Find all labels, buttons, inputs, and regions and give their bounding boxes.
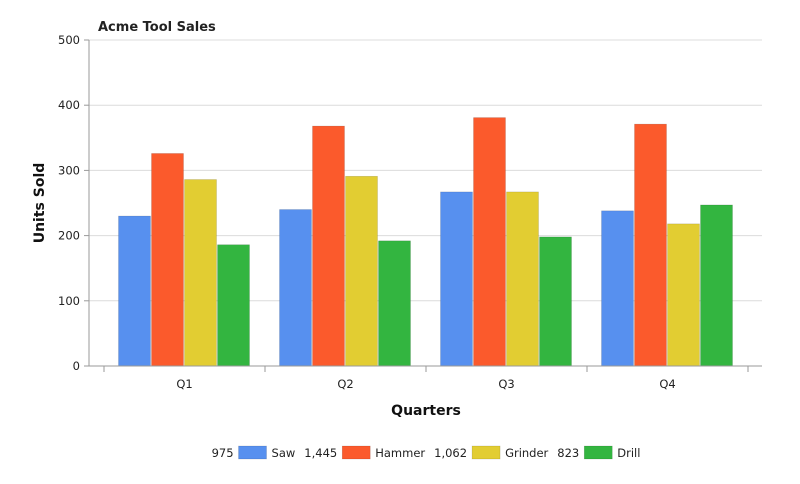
legend-label: Drill	[617, 446, 640, 460]
x-tick-label: Q3	[498, 377, 514, 391]
legend-total: 1,062	[434, 446, 467, 460]
bar-drill-q4[interactable]	[700, 204, 733, 367]
legend-total: 823	[557, 446, 579, 460]
legend-item-saw[interactable]: 975 Saw	[212, 445, 296, 460]
chart-title: Acme Tool Sales	[98, 20, 216, 35]
x-tick-label: Q4	[659, 377, 675, 391]
bar-grinder-q3[interactable]	[506, 191, 539, 367]
legend-swatch	[583, 445, 613, 460]
bar-saw-q2[interactable]	[279, 209, 312, 367]
legend-total: 975	[212, 446, 234, 460]
y-axis-title: Units Sold	[32, 163, 48, 244]
bar-hammer-q1[interactable]	[151, 153, 184, 367]
legend-label: Grinder	[505, 446, 548, 460]
y-tick-label: 0	[73, 359, 80, 373]
y-tick-label: 500	[58, 33, 80, 47]
bar-saw-q1[interactable]	[118, 215, 151, 367]
legend-label: Saw	[272, 446, 296, 460]
legend-swatch	[471, 445, 501, 460]
legend-item-hammer[interactable]: 1,445 Hammer	[304, 445, 425, 460]
bar-drill-q3[interactable]	[539, 236, 572, 367]
bar-drill-q1[interactable]	[217, 244, 250, 367]
bars	[118, 117, 733, 367]
legend-item-drill[interactable]: 823 Drill	[557, 445, 640, 460]
legend: 975 Saw 1,445 Hammer 1,062 Grinder 823 Drill	[212, 445, 640, 460]
x-axis-title: Quarters	[391, 403, 461, 419]
legend-item-grinder[interactable]: 1,062 Grinder	[434, 445, 549, 460]
y-tick-label: 300	[58, 163, 80, 177]
axes: 0 100 200 300 400 500 Q1 Q2 Q3 Q4	[58, 33, 762, 391]
bar-saw-q3[interactable]	[440, 191, 473, 367]
legend-swatch	[238, 445, 267, 460]
bar-grinder-q4[interactable]	[667, 223, 700, 367]
bar-saw-q4[interactable]	[601, 210, 634, 367]
legend-swatch	[341, 445, 371, 460]
bar-hammer-q2[interactable]	[312, 125, 345, 367]
x-tick-label: Q1	[176, 377, 192, 391]
legend-label: Hammer	[375, 446, 425, 460]
y-tick-label: 400	[58, 98, 80, 112]
bar-grinder-q2[interactable]	[345, 175, 378, 367]
bar-hammer-q4[interactable]	[634, 123, 667, 367]
bar-hammer-q3[interactable]	[473, 117, 506, 367]
x-tick-label: Q2	[337, 377, 353, 391]
bar-grinder-q1[interactable]	[184, 179, 217, 367]
y-tick-label: 100	[58, 294, 80, 308]
y-tick-label: 200	[58, 229, 80, 243]
legend-total: 1,445	[304, 446, 337, 460]
bar-drill-q2[interactable]	[378, 240, 411, 367]
